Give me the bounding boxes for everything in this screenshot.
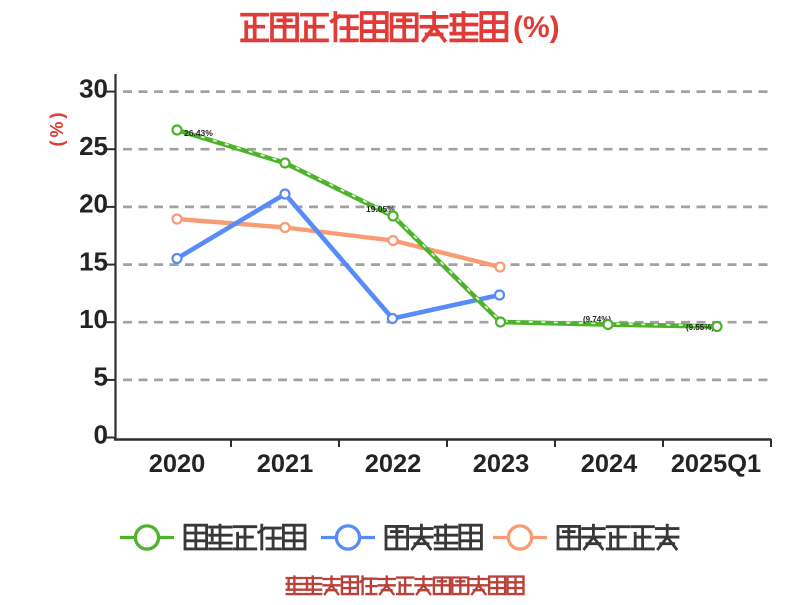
- svg-text:15: 15: [79, 246, 108, 276]
- svg-text:10: 10: [79, 304, 108, 334]
- svg-text:2023: 2023: [473, 450, 529, 478]
- svg-text:(9.55%): (9.55%): [686, 323, 714, 332]
- svg-text:(9.74%): (9.74%): [583, 315, 611, 324]
- svg-text:2020: 2020: [149, 450, 205, 478]
- svg-text:5: 5: [94, 362, 108, 392]
- svg-text:(%): (%): [513, 11, 560, 44]
- svg-text:26.43%: 26.43%: [184, 128, 213, 138]
- svg-text:2022: 2022: [365, 450, 421, 478]
- svg-text:2021: 2021: [257, 450, 313, 478]
- svg-text:2024: 2024: [581, 450, 637, 478]
- svg-text:25: 25: [79, 131, 108, 161]
- svg-text:19.05%: 19.05%: [366, 204, 395, 214]
- svg-text:20: 20: [79, 189, 108, 219]
- svg-text:(%): (%): [47, 110, 67, 147]
- svg-text:2025Q1: 2025Q1: [671, 450, 761, 478]
- svg-text:30: 30: [79, 73, 108, 103]
- svg-text:0: 0: [94, 419, 108, 449]
